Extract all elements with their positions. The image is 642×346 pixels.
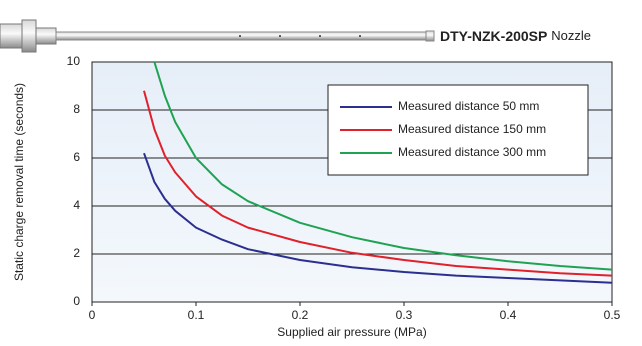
y-tick-label: 8 — [73, 102, 80, 116]
y-axis-title: Static charge removal time (seconds) — [12, 83, 26, 281]
y-tick-label: 4 — [73, 198, 80, 212]
y-tick-label: 10 — [67, 54, 81, 68]
nozzle-image — [0, 19, 435, 53]
nozzle-label: DTY-NZK-200SP Nozzle — [440, 28, 591, 44]
x-tick-label: 0.2 — [292, 308, 309, 322]
x-axis-title: Supplied air pressure (MPa) — [277, 325, 426, 339]
plot-frame — [91, 61, 613, 303]
x-tick-label: 0.4 — [500, 308, 517, 322]
x-tick-label: 0.3 — [396, 308, 413, 322]
line-series — [153, 61, 613, 271]
x-tick-label: 0.5 — [604, 308, 621, 322]
nozzle-word: Nozzle — [551, 28, 591, 43]
x-tick-label: 0.1 — [188, 308, 205, 322]
x-tick-label: 0 — [89, 308, 96, 322]
line-series — [143, 90, 613, 277]
y-tick-label: 2 — [73, 246, 80, 260]
y-tick-label: 0 — [73, 294, 80, 308]
legend-label: Measured distance 50 mm — [398, 99, 539, 113]
line-series — [143, 152, 613, 284]
legend-label: Measured distance 150 mm — [398, 122, 546, 136]
y-tick-label: 6 — [73, 150, 80, 164]
nozzle-model: DTY-NZK-200SP — [440, 28, 547, 44]
legend-label: Measured distance 300 mm — [398, 145, 546, 159]
